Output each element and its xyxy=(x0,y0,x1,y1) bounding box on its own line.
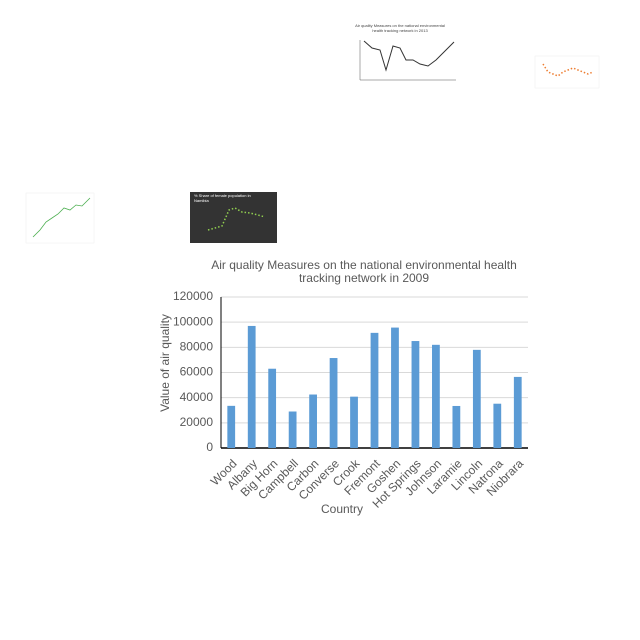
bar xyxy=(452,405,461,448)
thumb-title: Air quality Measures on the national env… xyxy=(355,23,445,33)
thumb-title: % Share of female population in Namibia xyxy=(194,193,251,203)
y-axis-label: Value of air quality xyxy=(158,314,172,412)
bar xyxy=(350,396,358,448)
thumb-bg xyxy=(25,192,95,244)
bar xyxy=(370,332,379,448)
bar xyxy=(288,411,297,448)
thumb-line xyxy=(32,197,91,238)
y-tick-label: 40000 xyxy=(180,390,214,404)
thumb-bg xyxy=(338,20,460,106)
y-tick-label: 20000 xyxy=(180,415,214,429)
bar xyxy=(329,358,338,448)
thumb-bg xyxy=(190,192,277,243)
thumb-dots xyxy=(542,63,594,77)
thumbnail-green xyxy=(25,192,95,244)
bar xyxy=(411,341,420,448)
bar xyxy=(432,344,440,448)
y-tick-label: 0 xyxy=(206,440,213,454)
bar xyxy=(227,405,236,448)
y-tick-label: 100000 xyxy=(173,314,213,328)
x-axis-label: Country xyxy=(321,502,363,516)
bar xyxy=(493,403,502,448)
y-tick-label: 60000 xyxy=(180,365,214,379)
thumbnail-line xyxy=(338,20,460,106)
thumb-bg xyxy=(534,55,600,89)
bar xyxy=(513,376,522,448)
thumbnail-scatter xyxy=(534,55,600,89)
thumbnail-dark xyxy=(190,192,277,243)
bar xyxy=(391,327,399,448)
thumb-line xyxy=(363,40,455,72)
bar xyxy=(247,325,256,448)
chart-title: Air quality Measures on the national env… xyxy=(211,258,517,285)
y-tick-label: 80000 xyxy=(180,340,214,354)
bar xyxy=(268,368,277,448)
bar xyxy=(309,394,317,448)
bar xyxy=(472,349,481,448)
y-tick-label: 120000 xyxy=(173,289,213,303)
thumb-dots xyxy=(207,207,266,231)
